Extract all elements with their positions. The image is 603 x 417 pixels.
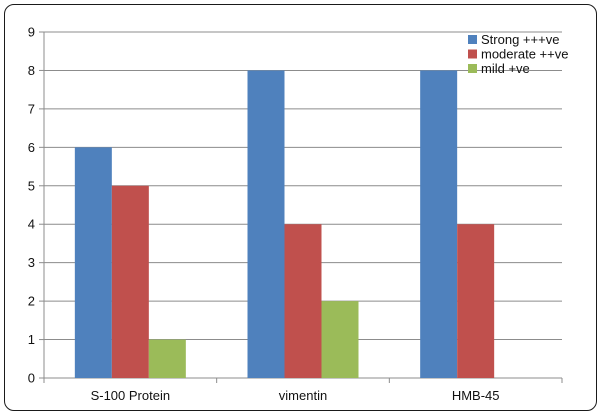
bar-1-2: [321, 301, 359, 378]
bar-1-0: [247, 70, 285, 378]
legend-swatch-0: [468, 35, 477, 44]
x-tick-label-1: vimentin: [279, 388, 327, 403]
legend-label-2: mild +ve: [481, 61, 530, 76]
bar-0-2: [148, 339, 186, 378]
bar-2-0: [420, 70, 458, 378]
legend-swatch-1: [468, 49, 477, 59]
y-tick-label-8: 8: [28, 63, 35, 78]
y-tick-label-2: 2: [28, 294, 35, 309]
y-tick-label-5: 5: [28, 178, 35, 193]
y-tick-label-4: 4: [28, 217, 35, 232]
y-tick-label-6: 6: [28, 140, 35, 155]
legend-swatch-2: [468, 64, 477, 73]
x-tick-label-0: S-100 Protein: [91, 388, 171, 403]
y-tick-label-1: 1: [28, 332, 35, 347]
y-tick-label-9: 9: [28, 25, 35, 40]
bar-0-1: [111, 185, 149, 378]
legend-label-1: moderate ++ve: [481, 47, 568, 62]
y-tick-label-0: 0: [28, 371, 35, 386]
x-tick-label-2: HMB-45: [452, 388, 500, 403]
legend-label-0: Strong +++ve: [481, 32, 559, 47]
y-tick-label-3: 3: [28, 255, 35, 270]
y-tick-label-7: 7: [28, 101, 35, 116]
bar-1-1: [284, 224, 322, 378]
bar-2-1: [457, 224, 495, 378]
bar-0-0: [74, 147, 112, 378]
